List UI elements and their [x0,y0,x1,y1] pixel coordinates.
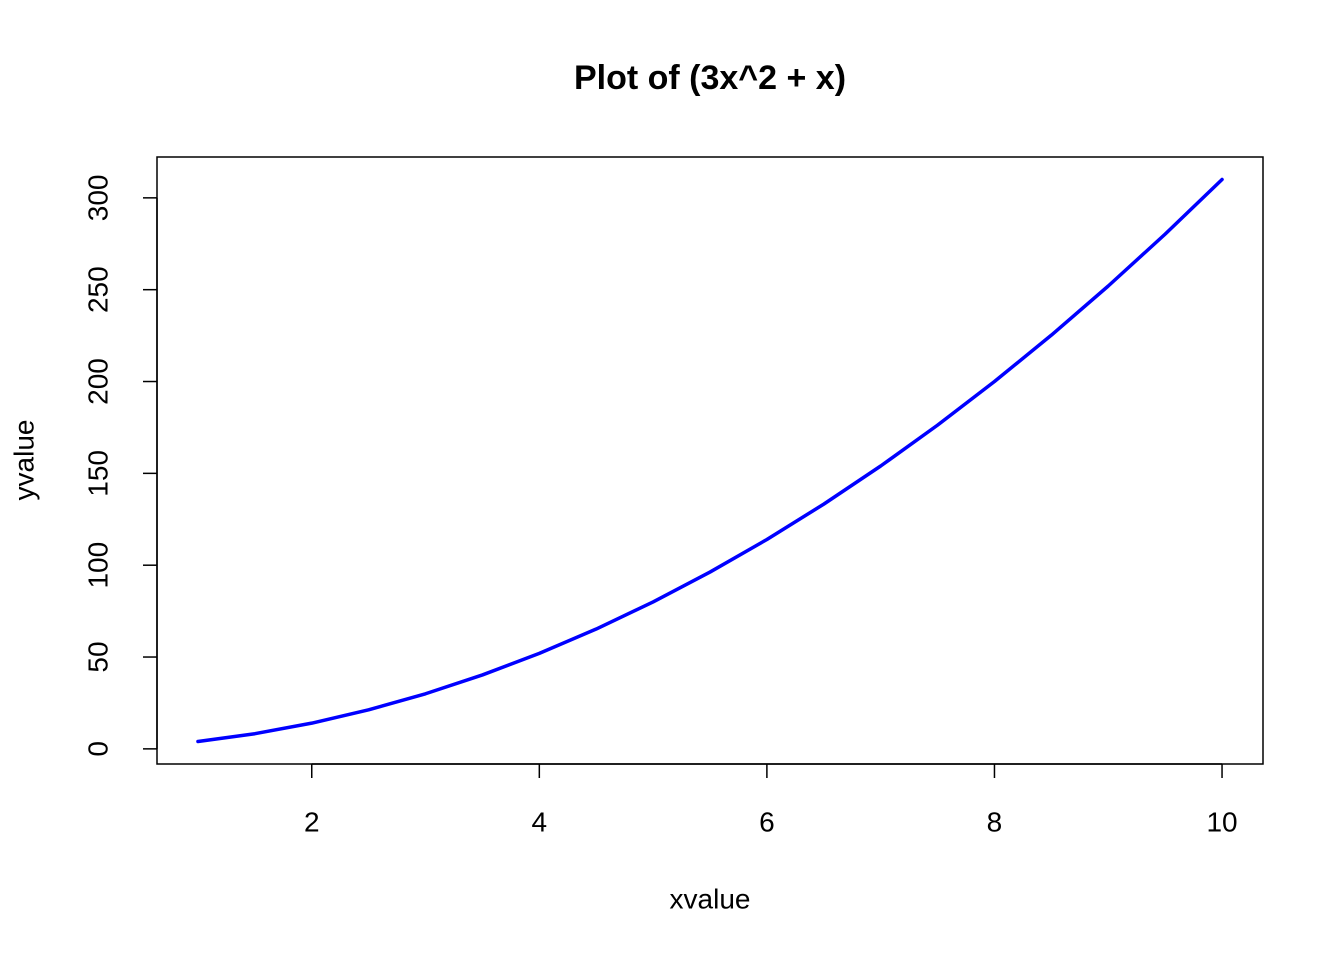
y-tick-label: 300 [82,174,113,221]
chart-title: Plot of (3x^2 + x) [574,59,846,97]
x-tick-label: 8 [987,806,1003,837]
y-tick-label: 0 [82,741,113,757]
x-axis-label: xvalue [670,883,751,914]
y-tick-label: 250 [82,266,113,313]
y-tick-label: 50 [82,641,113,672]
x-tick-label: 2 [304,806,320,837]
x-tick-label: 10 [1206,806,1237,837]
y-tick-label: 100 [82,542,113,589]
data-line [196,177,1224,744]
y-tick-label: 200 [82,358,113,405]
y-axis-label: yvalue [8,420,39,501]
y-tick-label: 150 [82,450,113,497]
x-tick-label: 4 [532,806,548,837]
x-tick-label: 6 [759,806,775,837]
